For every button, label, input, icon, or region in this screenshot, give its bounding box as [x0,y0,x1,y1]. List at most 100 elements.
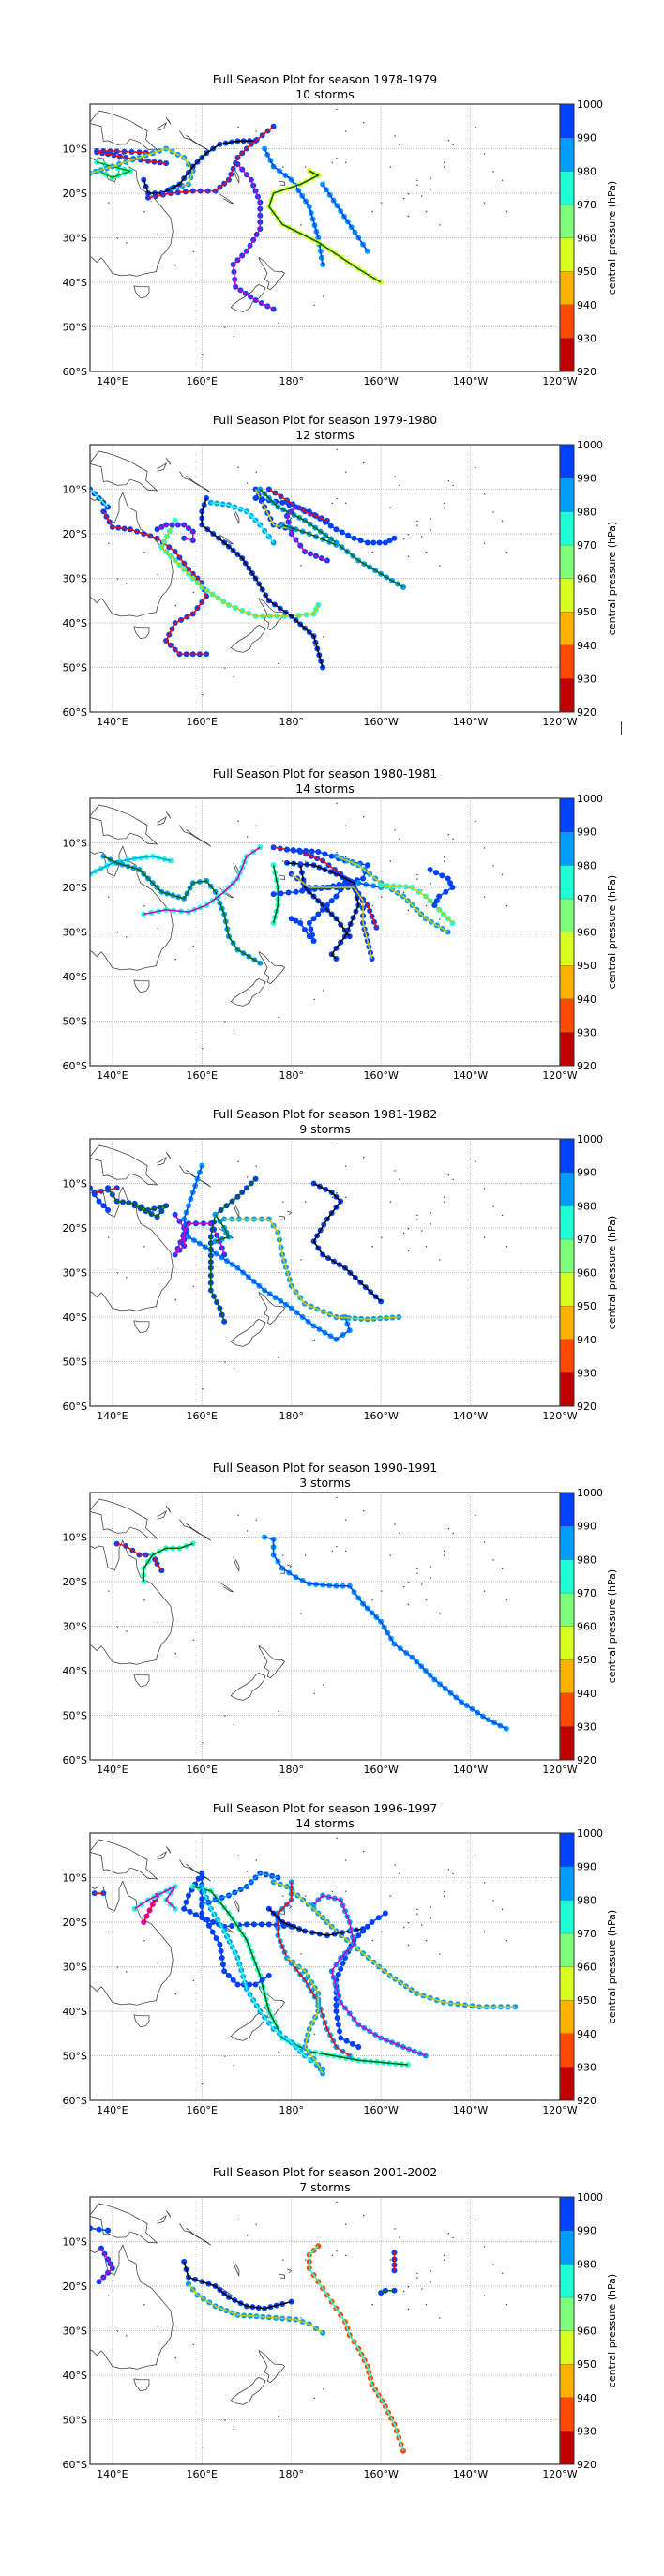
coastline [179,2223,212,2246]
y-tick-label: 20°S [63,1222,87,1235]
colorbar-segment [560,2397,574,2432]
island [224,1361,226,1363]
island [300,1613,302,1614]
island [425,552,428,553]
coastline [90,151,174,277]
island [323,2388,324,2390]
island [363,462,365,464]
coastline [286,1564,293,1569]
colorbar-segment [560,544,574,579]
coastline [258,257,286,291]
island [300,1953,302,1955]
coastline [157,1156,167,1166]
storm-tracks [90,486,406,671]
island [399,1178,400,1181]
storm-track [322,184,369,252]
island [452,838,454,841]
coastline [230,978,266,1007]
island [108,1236,110,1238]
colorbar-frame [559,1138,575,1407]
island [430,1917,431,1919]
island [501,2272,504,2275]
y-tick-label: 30°S [63,1621,87,1633]
coastline [133,626,150,640]
x-tick-label: 180° [279,2104,304,2116]
y-tick-label: 20°S [63,1576,87,1588]
island [202,1388,204,1390]
y-tick-label: 50°S [63,1016,87,1028]
panel-subtitle: 10 storms [295,87,355,101]
island [492,1559,494,1561]
island [336,1546,338,1548]
colorbar-segment [560,998,574,1033]
island [323,990,324,992]
island [506,1599,508,1601]
y-tick-label: 20°S [63,2281,87,2293]
y-tick-label: 50°S [63,1356,87,1369]
island [407,193,410,195]
storm-track [96,160,131,179]
island [371,2304,373,2306]
y-tick-label: 40°S [63,971,87,983]
coastline [219,193,234,205]
colorbar-segment [560,798,574,832]
island [224,326,226,328]
colorbar-segment [560,2230,574,2265]
x-tick-label: 160°W [363,375,398,387]
colorbar-tick-label: 960 [577,2326,596,2338]
panel-title: Full Season Plot for season 1980-1981 [212,766,438,780]
island [331,1550,333,1553]
island [282,1201,284,1203]
island [331,161,333,164]
colorbar-segment [560,204,574,238]
x-tick-label: 120°W [542,2104,577,2116]
island [421,195,423,197]
island [416,2272,418,2275]
island [126,936,128,938]
y-tick-label: 50°S [63,2051,87,2063]
storm-track [183,2261,292,2310]
panel-title: Full Season Plot for season 1978-1979 [212,72,438,86]
y-tick-label: 40°S [63,2370,87,2382]
island [278,1356,279,1359]
colorbar-tick-label: 950 [577,2358,596,2371]
coastline [219,2286,234,2297]
coastline [165,1846,172,1854]
colorbar-tick-label: 920 [577,706,596,719]
storm-track [90,2227,109,2232]
y-tick-label: 10°S [63,144,87,156]
storm-track [277,1882,351,2057]
island [363,1157,365,1159]
island [416,2277,418,2279]
coastline [157,1850,167,1860]
x-tick-label: 160°W [363,1069,398,1082]
coastline [90,492,174,617]
x-tick-label: 140°W [453,1764,488,1776]
colorbar-tick-label: 980 [577,506,596,518]
storm-track [210,501,275,543]
island [439,1613,441,1614]
y-tick-label: 50°S [63,1710,87,1722]
colorbar-tick-label: 980 [577,2258,596,2270]
island [278,2051,279,2053]
stray-mark [621,721,622,735]
island [344,1890,347,1893]
island [407,1944,410,1947]
island [143,2304,145,2306]
colorbar-tick-label: 930 [577,1720,596,1733]
colorbar-label: central pressure (hPa) [606,1216,618,1329]
island [407,1603,410,1606]
storm-track [291,882,346,942]
island [447,140,450,142]
island [407,1228,410,1230]
coastline [230,1319,266,1347]
island [300,2317,302,2319]
island [492,1205,494,1207]
x-tick-label: 120°W [542,1764,577,1776]
colorbar-label: central pressure (hPa) [606,1910,618,2023]
colorbar-tick-label: 960 [577,233,596,245]
storm-track [201,1886,324,2070]
